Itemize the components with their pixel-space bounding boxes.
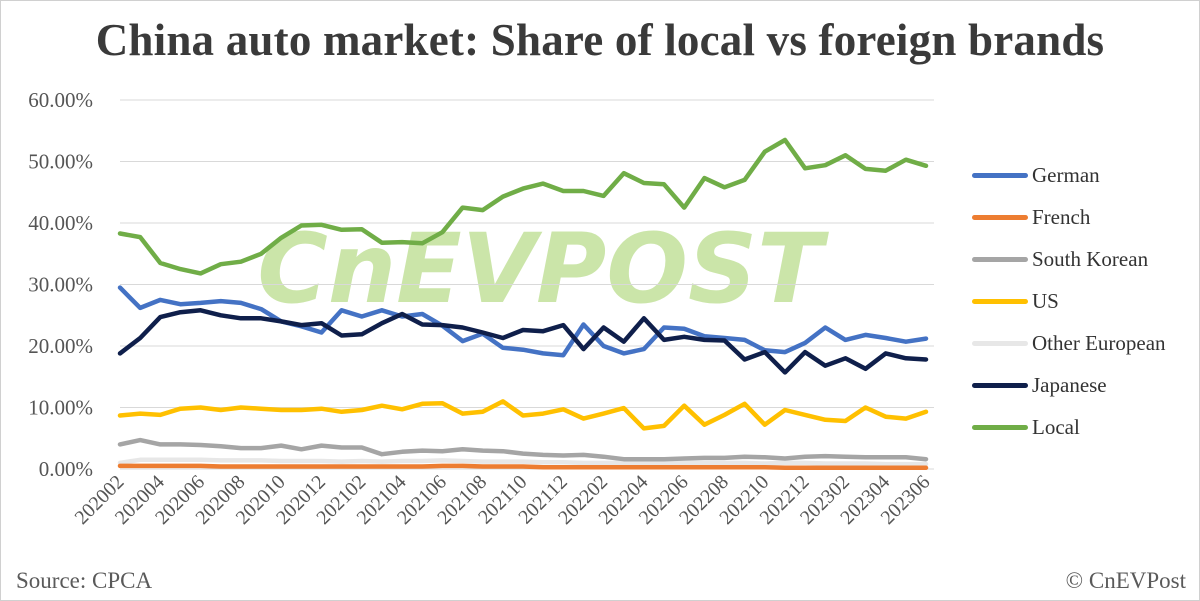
legend-item: Other European	[972, 322, 1166, 364]
legend-label: South Korean	[1032, 246, 1149, 271]
legend: German French South Korean US Other European…	[972, 154, 1166, 448]
legend-label: German	[1032, 162, 1100, 187]
legend-item: US	[972, 280, 1166, 322]
y-tick-label: 30.00%	[28, 273, 93, 297]
legend-label: French	[1032, 204, 1091, 229]
legend-item: Local	[972, 406, 1166, 448]
legend-item: French	[972, 196, 1166, 238]
legend-swatch	[972, 214, 1028, 220]
legend-swatch	[972, 172, 1028, 178]
y-tick-label: 10.00%	[28, 396, 93, 420]
source-note: Source: CPCA	[16, 568, 153, 593]
legend-label: US	[1032, 288, 1059, 313]
chart-title: China auto market: Share of local vs for…	[95, 15, 1105, 65]
y-tick-label: 60.00%	[28, 88, 93, 112]
legend-label: Local	[1032, 414, 1080, 439]
y-tick-label: 20.00%	[28, 334, 93, 358]
series-line-japanese	[117, 308, 929, 375]
copyright-credit: © CnEVPost	[1065, 568, 1186, 593]
legend-item: German	[972, 154, 1166, 196]
y-axis: 0.00% 10.00% 20.00% 30.00% 40.00% 50.00% 60.00…	[28, 88, 93, 481]
legend-item: South Korean	[972, 238, 1166, 280]
x-axis: 2020022020042020062020082020102020122021…	[71, 471, 935, 529]
series-line-us	[117, 399, 929, 431]
legend-swatch	[972, 424, 1028, 430]
legend-swatch	[972, 340, 1028, 346]
series-line-french	[117, 463, 929, 471]
series-line-other-european	[117, 457, 929, 467]
legend-swatch	[972, 256, 1028, 262]
legend-swatch	[972, 382, 1028, 388]
series-lines	[117, 137, 929, 471]
y-tick-label: 50.00%	[28, 150, 93, 174]
legend-label: Other European	[1032, 330, 1166, 355]
series-line-local	[117, 137, 929, 276]
series-line-german	[117, 285, 929, 358]
legend-item: Japanese	[972, 364, 1166, 406]
legend-label: Japanese	[1032, 372, 1107, 397]
series-line-south-korean	[117, 437, 929, 462]
legend-swatch	[972, 298, 1028, 304]
y-tick-label: 40.00%	[28, 211, 93, 235]
y-tick-label: 0.00%	[39, 457, 93, 481]
